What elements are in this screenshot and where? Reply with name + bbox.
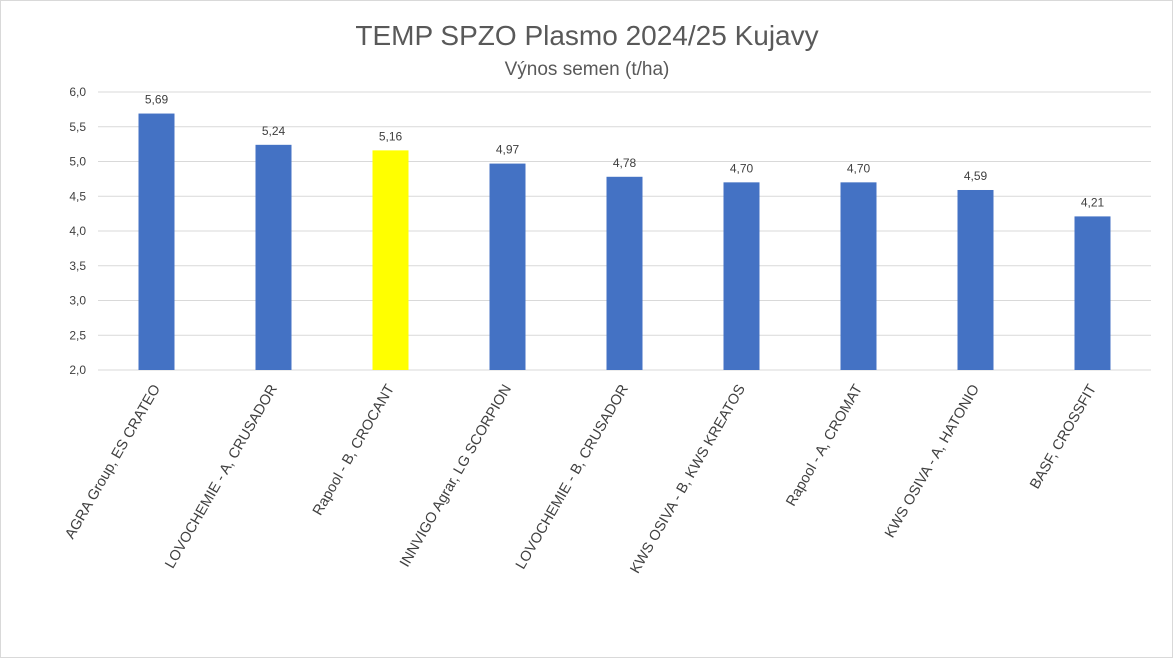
data-label: 5,24 (262, 124, 286, 138)
y-tick-label: 6,0 (69, 85, 86, 99)
y-tick-label: 4,5 (69, 189, 86, 203)
data-labels: 5,69 5,24 5,16 4,97 4,78 4,70 4,70 4,59 4,21 (145, 93, 1105, 210)
y-tick-label: 3,0 (69, 294, 86, 308)
x-category-label: KWS OSIVA - A, HATONIO (882, 382, 983, 541)
data-label: 4,97 (496, 143, 520, 157)
x-category-label: LOVOCHEMIE - A, CRUSADOR (162, 382, 281, 571)
x-category-label: LOVOCHEMIE - B, CRUSADOR (513, 382, 632, 572)
x-category-label: KWS OSIVA - B, KWS KREATOS (628, 382, 749, 576)
data-label: 5,69 (145, 93, 169, 107)
bar (255, 144, 292, 370)
y-tick-label: 5,0 (69, 155, 86, 169)
bar (840, 182, 877, 370)
bar (1074, 216, 1111, 370)
x-category-label: INNVIGO Agrar, LG SCORPION (397, 382, 515, 570)
y-tick-label: 2,5 (69, 328, 86, 342)
bars (138, 113, 1111, 371)
chart-title: TEMP SPZO Plasmo 2024/25 Kujavy (355, 20, 818, 51)
data-label: 4,70 (730, 161, 754, 175)
x-category-label: BASF, CROSSFIT (1027, 382, 1100, 492)
y-tick-label: 3,5 (69, 259, 86, 273)
bar (723, 182, 760, 370)
y-tick-label: 5,5 (69, 120, 86, 134)
data-label: 4,59 (964, 169, 988, 183)
y-tick-label: 4,0 (69, 224, 86, 238)
data-label: 4,70 (847, 161, 871, 175)
x-category-label: Rapool - B, CROCANT (310, 382, 398, 519)
x-category-label: Rapool - A, CROMAT (783, 382, 866, 509)
chart-subtitle: Výnos semen (t/ha) (505, 59, 670, 80)
y-tick-label: 2,0 (69, 363, 86, 377)
data-label: 4,21 (1081, 195, 1105, 209)
bar (957, 189, 994, 370)
y-axis-tick-labels: 2,0 2,5 3,0 3,5 4,0 4,5 5,0 5,5 6,0 (69, 85, 86, 377)
bar (138, 113, 175, 371)
bar (489, 163, 526, 370)
bar (606, 176, 643, 370)
data-label: 4,78 (613, 156, 637, 170)
data-label: 5,16 (379, 129, 403, 143)
x-category-label: AGRA Group, ES CRATEO (62, 382, 164, 542)
bar (372, 150, 409, 370)
